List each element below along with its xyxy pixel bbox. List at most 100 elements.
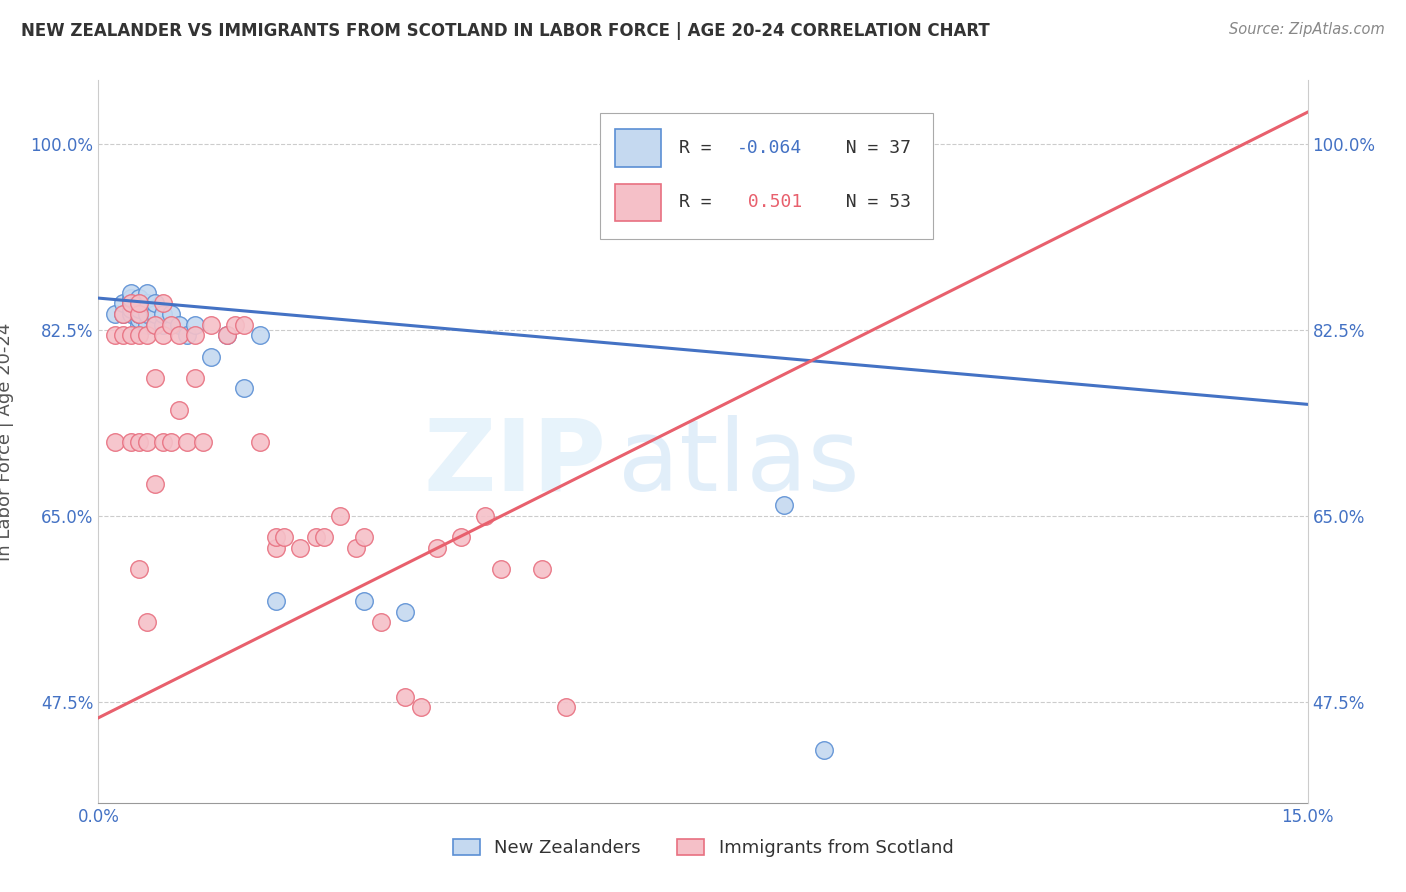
- Point: [353, 530, 375, 544]
- Point: [120, 434, 142, 449]
- Point: [103, 434, 125, 449]
- Point: [135, 328, 157, 343]
- Point: [200, 350, 222, 364]
- Point: [135, 615, 157, 630]
- Text: atlas: atlas: [619, 415, 860, 512]
- Point: [160, 307, 183, 321]
- Point: [184, 318, 207, 332]
- Point: [217, 328, 239, 343]
- Point: [249, 328, 271, 343]
- Point: [813, 136, 835, 151]
- Point: [120, 296, 142, 310]
- Point: [160, 318, 183, 332]
- Point: [128, 328, 150, 343]
- Point: [120, 296, 142, 310]
- Point: [813, 742, 835, 756]
- Bar: [614, 184, 661, 221]
- Point: [176, 328, 198, 343]
- Point: [394, 690, 416, 704]
- Point: [329, 508, 352, 523]
- Text: -0.064: -0.064: [737, 139, 801, 157]
- Point: [120, 285, 142, 300]
- Point: [128, 301, 150, 316]
- Point: [264, 541, 287, 555]
- Text: 0.501: 0.501: [737, 194, 801, 211]
- Point: [135, 318, 157, 332]
- Point: [555, 700, 578, 714]
- Point: [120, 328, 142, 343]
- Point: [135, 285, 157, 300]
- Point: [128, 296, 150, 310]
- Point: [143, 318, 166, 332]
- Point: [152, 318, 174, 332]
- Point: [103, 307, 125, 321]
- Point: [224, 318, 246, 332]
- Point: [152, 307, 174, 321]
- Point: [152, 296, 174, 310]
- Point: [128, 307, 150, 321]
- Point: [450, 530, 472, 544]
- Point: [111, 307, 134, 321]
- Point: [120, 307, 142, 321]
- Point: [491, 562, 513, 576]
- Point: [128, 307, 150, 321]
- Point: [152, 328, 174, 343]
- Point: [143, 318, 166, 332]
- Point: [135, 307, 157, 321]
- Text: N = 37: N = 37: [824, 139, 911, 157]
- Point: [135, 296, 157, 310]
- Point: [120, 291, 142, 305]
- Point: [160, 434, 183, 449]
- Point: [128, 434, 150, 449]
- Point: [167, 318, 190, 332]
- Text: R =: R =: [679, 139, 723, 157]
- Text: N = 53: N = 53: [824, 194, 911, 211]
- Point: [370, 615, 392, 630]
- Point: [200, 318, 222, 332]
- Point: [128, 307, 150, 321]
- Bar: [614, 129, 661, 167]
- Point: [128, 318, 150, 332]
- Point: [232, 318, 254, 332]
- Point: [111, 296, 134, 310]
- Text: ZIP: ZIP: [423, 415, 606, 512]
- Point: [530, 562, 553, 576]
- Point: [288, 541, 311, 555]
- Point: [217, 328, 239, 343]
- Point: [143, 371, 166, 385]
- Point: [167, 328, 190, 343]
- Point: [120, 301, 142, 316]
- Point: [394, 605, 416, 619]
- Point: [111, 328, 134, 343]
- Point: [273, 530, 295, 544]
- Point: [128, 291, 150, 305]
- Point: [103, 328, 125, 343]
- Point: [305, 530, 328, 544]
- Point: [264, 530, 287, 544]
- Point: [409, 700, 432, 714]
- Point: [128, 296, 150, 310]
- Point: [184, 328, 207, 343]
- Text: Source: ZipAtlas.com: Source: ZipAtlas.com: [1229, 22, 1385, 37]
- Point: [143, 307, 166, 321]
- Point: [184, 371, 207, 385]
- FancyBboxPatch shape: [600, 112, 932, 239]
- Point: [344, 541, 367, 555]
- Point: [474, 508, 496, 523]
- Y-axis label: In Labor Force | Age 20-24: In Labor Force | Age 20-24: [0, 322, 14, 561]
- Text: R =: R =: [679, 194, 723, 211]
- Point: [249, 434, 271, 449]
- Text: NEW ZEALANDER VS IMMIGRANTS FROM SCOTLAND IN LABOR FORCE | AGE 20-24 CORRELATION: NEW ZEALANDER VS IMMIGRANTS FROM SCOTLAN…: [21, 22, 990, 40]
- Point: [193, 434, 215, 449]
- Point: [128, 562, 150, 576]
- Point: [264, 594, 287, 608]
- Point: [128, 312, 150, 326]
- Legend: New Zealanders, Immigrants from Scotland: New Zealanders, Immigrants from Scotland: [444, 830, 962, 866]
- Point: [143, 477, 166, 491]
- Point: [167, 402, 190, 417]
- Point: [232, 381, 254, 395]
- Point: [426, 541, 449, 555]
- Point: [772, 498, 794, 512]
- Point: [314, 530, 336, 544]
- Point: [111, 307, 134, 321]
